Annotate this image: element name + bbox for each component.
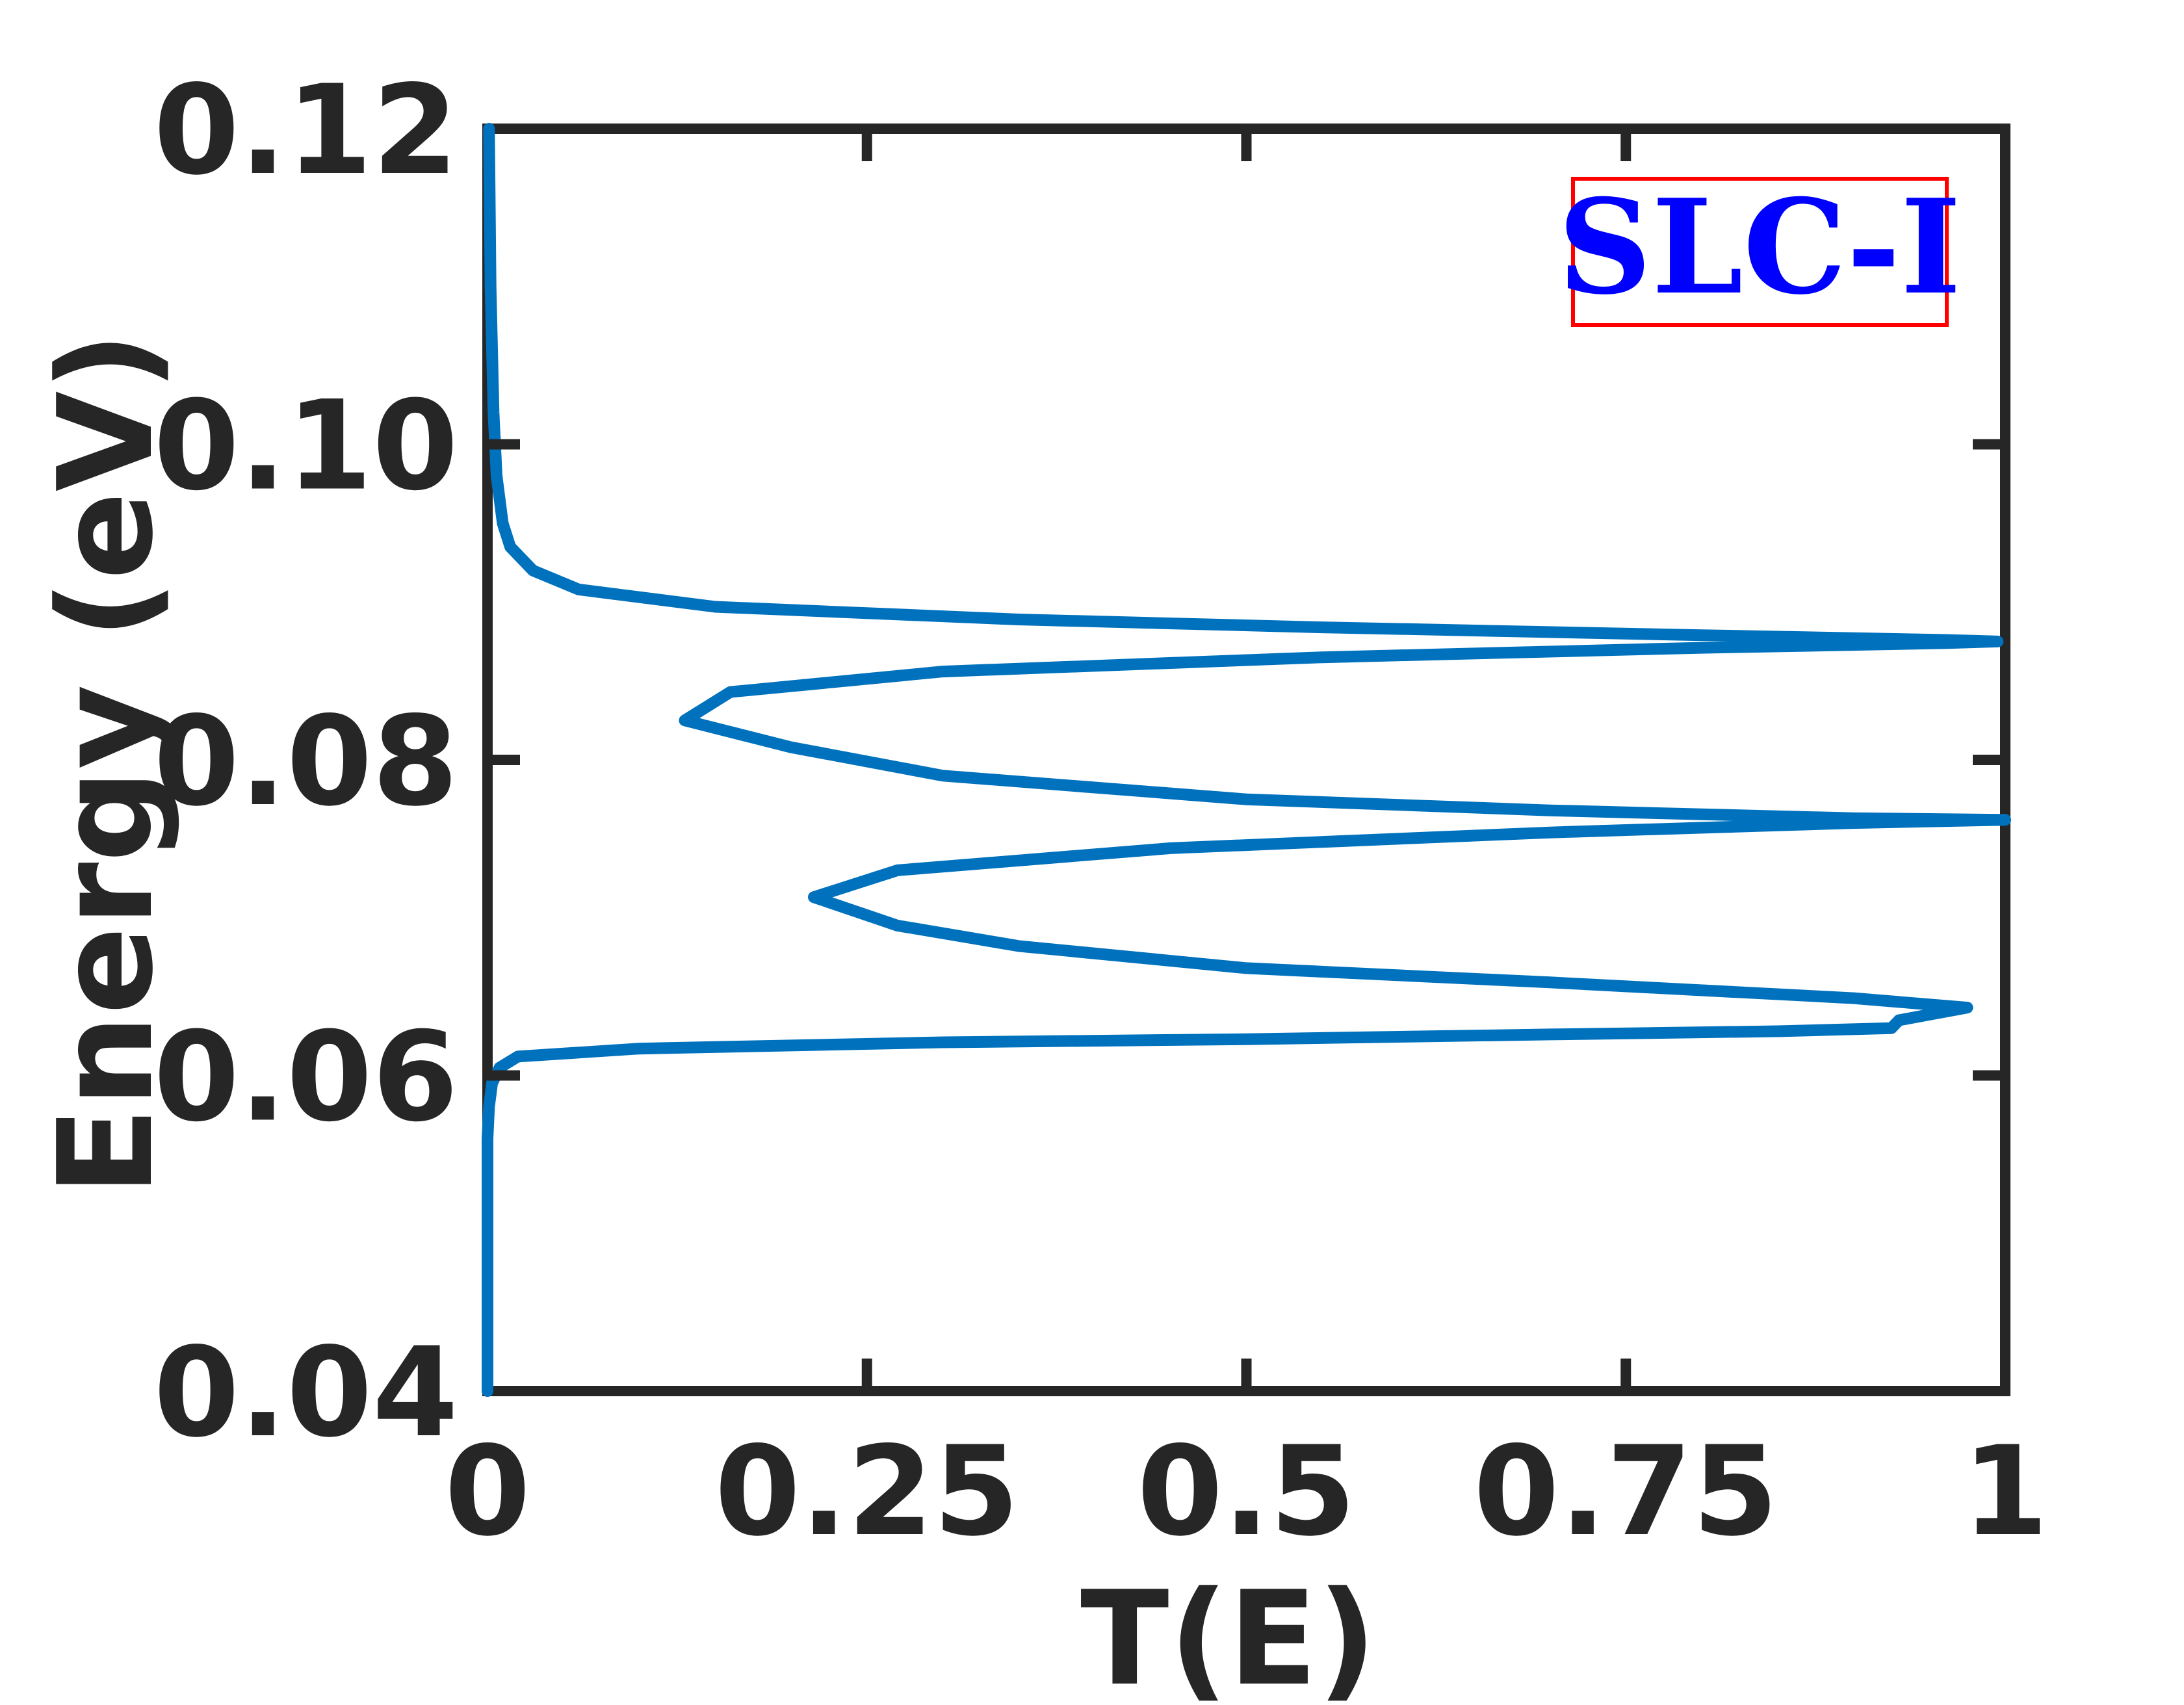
annotation-text: SLC-I: [1558, 171, 1962, 324]
series-line-1: [482, 123, 2011, 1397]
tick-labels: 0 0.25 0.5 0.75 1 0.04 0.06 0.08 0.10 0.12: [153, 59, 2048, 1563]
y-tick-label: 0.12: [153, 59, 458, 202]
y-tick-label: 0.10: [153, 374, 458, 518]
y-tick-label: 0.08: [153, 690, 458, 833]
x-tick-label: 0.25: [714, 1420, 1019, 1563]
axis-ticks: [488, 129, 2005, 1391]
annotation-box: SLC-I: [1558, 171, 1962, 327]
x-tick-label: 0.75: [1474, 1420, 1778, 1563]
x-tick-label: 1: [1962, 1420, 2048, 1563]
y-axis-label: Energy (eV): [31, 332, 182, 1196]
y-tick-label: 0.04: [153, 1321, 458, 1464]
y-tick-label: 0.06: [153, 1006, 458, 1149]
x-tick-label: 0: [445, 1420, 530, 1563]
annotation-frame: [1571, 177, 1949, 327]
x-tick-label: 0.5: [1137, 1420, 1356, 1563]
x-axis-label: T(E): [1080, 1563, 1377, 1705]
